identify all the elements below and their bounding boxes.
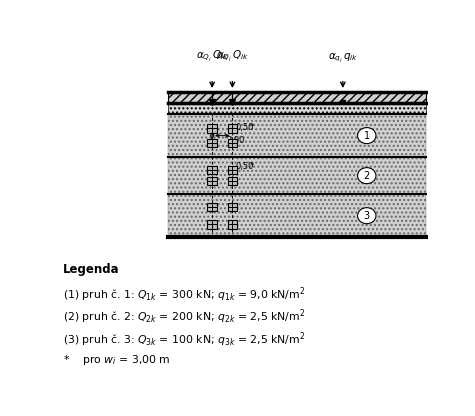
- Bar: [228, 203, 237, 211]
- Text: 1: 1: [364, 131, 370, 141]
- Text: $\alpha_{Q_i}\,Q_{ik}$: $\alpha_{Q_i}\,Q_{ik}$: [216, 49, 249, 64]
- Text: (3) pruh č. 3: $Q_{3k}$ = 100 kN; $q_{3k}$ = 2,5 kN/m$^2$: (3) pruh č. 3: $Q_{3k}$ = 100 kN; $q_{3k…: [63, 330, 305, 349]
- Text: (1) pruh č. 1: $Q_{1k}$ = 300 kN; $q_{1k}$ = 9,0 kN/m$^2$: (1) pruh č. 1: $Q_{1k}$ = 300 kN; $q_{1k…: [63, 285, 305, 304]
- Text: $\alpha_{Q_i}\,Q_{ik}$: $\alpha_{Q_i}\,Q_{ik}$: [196, 49, 228, 64]
- Text: 3: 3: [364, 210, 370, 220]
- Text: 0,50: 0,50: [235, 162, 254, 171]
- Text: *: *: [249, 123, 254, 132]
- Text: $\alpha_{q_i}\,q_{ik}$: $\alpha_{q_i}\,q_{ik}$: [328, 52, 358, 64]
- Bar: [208, 139, 217, 147]
- Bar: [228, 177, 237, 186]
- Circle shape: [358, 208, 376, 224]
- Bar: [228, 139, 237, 147]
- Polygon shape: [168, 194, 426, 237]
- Bar: [208, 220, 217, 229]
- Bar: [208, 177, 217, 186]
- Bar: [208, 166, 217, 174]
- Text: Legenda: Legenda: [63, 263, 120, 276]
- Bar: [228, 124, 237, 133]
- Text: (2) pruh č. 2: $Q_{2k}$ = 200 kN; $q_{2k}$ = 2,5 kN/m$^2$: (2) pruh č. 2: $Q_{2k}$ = 200 kN; $q_{2k…: [63, 308, 305, 327]
- Polygon shape: [168, 92, 426, 103]
- Text: *: *: [249, 162, 254, 171]
- Text: 0,50: 0,50: [235, 123, 254, 132]
- Polygon shape: [168, 114, 426, 157]
- Bar: [228, 220, 237, 229]
- Text: 2: 2: [364, 171, 370, 181]
- Bar: [208, 203, 217, 211]
- Text: 2,00: 2,00: [226, 136, 244, 145]
- Bar: [208, 124, 217, 133]
- Polygon shape: [168, 157, 426, 194]
- Circle shape: [358, 128, 376, 144]
- Polygon shape: [168, 103, 426, 114]
- Bar: [228, 166, 237, 174]
- Circle shape: [358, 168, 376, 183]
- Text: *    pro $w_i$ = 3,00 m: * pro $w_i$ = 3,00 m: [63, 353, 171, 366]
